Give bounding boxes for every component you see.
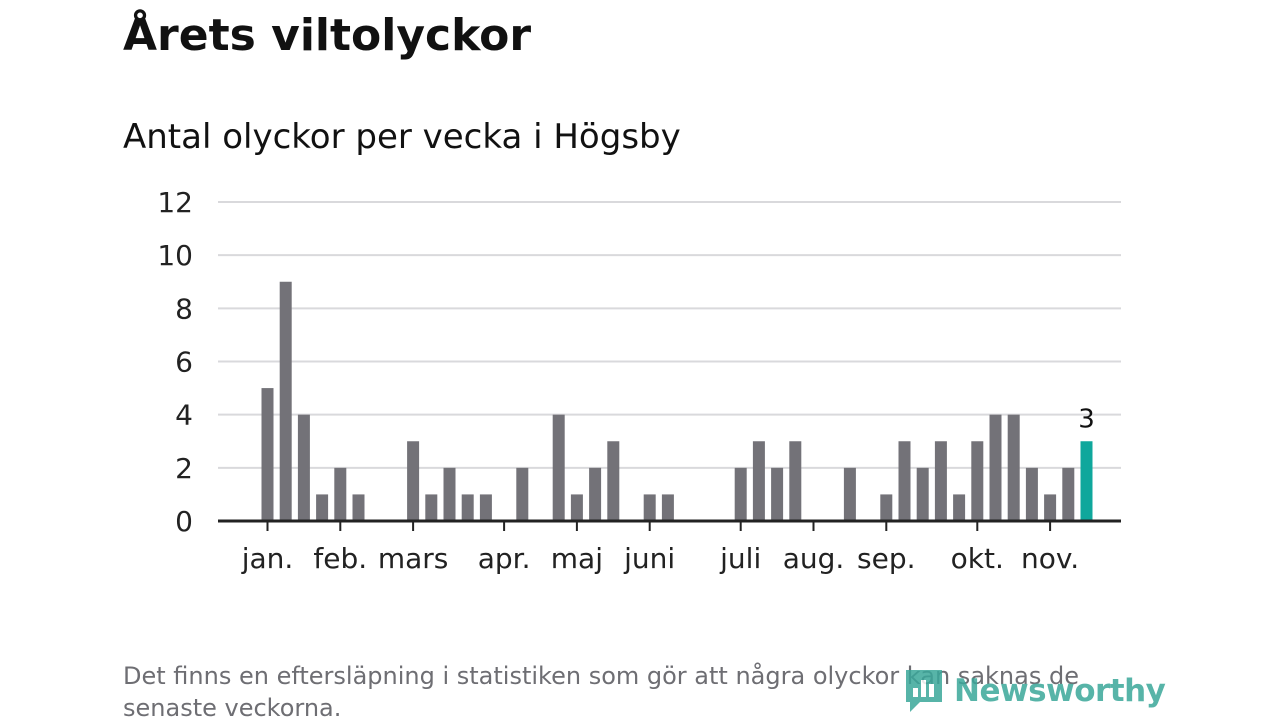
newsworthy-logo-icon [906, 670, 942, 712]
bar [516, 467, 529, 521]
y-tick-label: 2 [175, 452, 193, 485]
y-tick-label: 6 [175, 346, 193, 379]
bar [297, 414, 310, 521]
bar [1062, 467, 1075, 521]
y-tick-label: 4 [175, 399, 193, 432]
x-tick-label: feb. [313, 542, 367, 575]
x-tick-label: aug. [783, 542, 845, 575]
x-tick-label: juli [719, 542, 761, 575]
bar [443, 467, 456, 521]
x-tick-label: apr. [478, 542, 531, 575]
bar [916, 467, 929, 521]
bar [316, 494, 329, 521]
x-tick-label: nov. [1021, 542, 1079, 575]
x-tick-label: jan. [241, 542, 294, 575]
bar [1007, 414, 1020, 521]
x-tick-label: maj [551, 542, 603, 575]
bar [661, 494, 674, 521]
bar [589, 467, 602, 521]
bar [789, 441, 802, 521]
y-tick-label: 8 [175, 292, 193, 325]
bar [570, 494, 583, 521]
bar [734, 467, 747, 521]
bar [1044, 494, 1057, 521]
bar [279, 281, 292, 521]
bar [643, 494, 656, 521]
newsworthy-logo: Newsworthy [902, 666, 1166, 716]
bar [1025, 467, 1038, 521]
bar [425, 494, 438, 521]
bar [771, 467, 784, 521]
bar [953, 494, 966, 521]
bar [479, 494, 492, 521]
x-tick-label: sep. [857, 542, 916, 575]
bar [352, 494, 365, 521]
y-tick-label: 10 [157, 239, 193, 272]
x-tick-label: juni [623, 542, 675, 575]
bar [607, 441, 620, 521]
bar [898, 441, 911, 521]
bar [989, 414, 1002, 521]
bar [880, 494, 893, 521]
bar [261, 388, 274, 521]
data-label: 3 [1078, 404, 1095, 434]
bar [843, 467, 856, 521]
bar-chart: 0 2 4 6 8 10 12 3 jan. feb. mars apr. maj juni juli aug… [157, 186, 1121, 575]
bar [461, 494, 474, 521]
chart-subtitle: Antal olyckor per vecka i Högsby [123, 117, 681, 157]
x-tick-label: okt. [951, 542, 1004, 575]
bar [407, 441, 420, 521]
bar [334, 467, 347, 521]
y-tick-label: 0 [175, 505, 193, 538]
newsworthy-logo-text: Newsworthy [954, 673, 1166, 709]
x-tick-label: mars [378, 542, 449, 575]
y-tick-label: 12 [157, 186, 193, 219]
bar [971, 441, 984, 521]
bar [552, 414, 565, 521]
highlight-bar [1080, 441, 1093, 521]
bar [752, 441, 765, 521]
chart-title: Årets viltolyckor [123, 10, 532, 61]
bar [934, 441, 947, 521]
